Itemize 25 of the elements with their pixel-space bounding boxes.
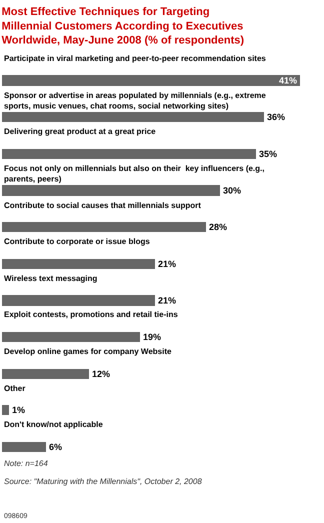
data-label: 19% (143, 332, 162, 342)
y-tick-label: Wireless text messaging (4, 274, 98, 283)
y-tick-label: Develop online games for company Website (4, 347, 172, 356)
data-label: 41% (278, 76, 297, 86)
y-tick-label: Focus not only on millennials but also on their key influencers (e.g., parents, peers) (4, 164, 264, 184)
data-label: 21% (158, 259, 176, 269)
y-tick-label: Don't know/not applicable (4, 420, 104, 429)
data-label: 28% (209, 222, 228, 232)
y-tick-label: Contribute to corporate or issue blogs (4, 237, 150, 246)
text: Note: n=164 (4, 459, 48, 468)
data-label: 6% (49, 442, 62, 452)
data-label: 1% (12, 405, 26, 415)
y-tick-label: Other (4, 384, 26, 393)
y-tick-label: Contribute to social causes that millennials support (4, 201, 202, 210)
y-tick-label: Participate in viral marketing and peer-to-peer recommendation sites (4, 54, 266, 63)
chart-title: Most Effective Techniques for Targeting Millennial Customers According to Executives Worldwide, May-June 2008 (% of respondents) (2, 6, 244, 47)
data-label: 12% (92, 369, 110, 379)
source-note: Source: "Maturing with the Millennials", October 2, 2008 (4, 477, 202, 486)
data-label: 36% (267, 112, 286, 122)
y-tick-label: Delivering great product at a great price (4, 127, 156, 136)
data-label: 30% (223, 186, 242, 196)
data-label: 21% (158, 296, 176, 306)
y-tick-label: Sponsor or advertise in areas populated by millennials (e.g., extreme sports, music venues, chat rooms, social networking sites) (4, 91, 266, 110)
data-label: 35% (259, 149, 278, 159)
y-tick-label: Exploit contests, promotions and retail tie-ins (4, 310, 178, 319)
